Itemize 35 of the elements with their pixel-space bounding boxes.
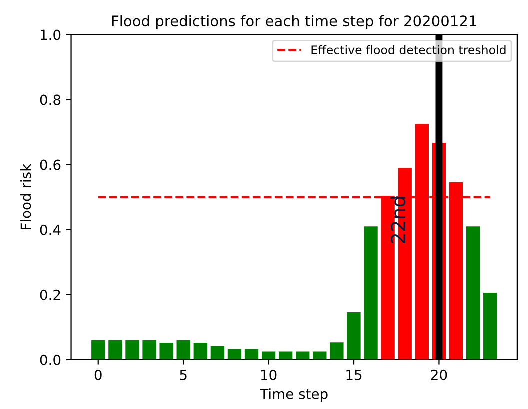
x-tick-label: 15 <box>346 370 362 380</box>
bar <box>142 340 156 360</box>
bar <box>228 349 242 360</box>
bar <box>244 349 259 360</box>
x-tick-label: 0 <box>94 370 102 380</box>
bar <box>176 340 190 360</box>
x-tick-label: 20 <box>431 370 448 380</box>
x-axis-title: Time step <box>260 388 328 402</box>
ref-line-label: 22nd <box>390 197 406 244</box>
y-tick-label: 0.4 <box>40 224 61 236</box>
x-tick-label: 5 <box>180 370 187 380</box>
bar <box>296 352 310 360</box>
y-tick-label: 0.8 <box>40 94 61 106</box>
bar <box>313 352 327 360</box>
bar <box>210 346 224 360</box>
y-tick-label: 0.6 <box>40 160 61 170</box>
bar <box>108 340 122 360</box>
y-tick-label: 0.2 <box>40 290 60 300</box>
bar <box>466 226 480 360</box>
bar <box>194 343 208 360</box>
legend-label: Effective flood detection treshold <box>312 45 506 55</box>
y-axis-title: Flood risk <box>20 164 32 230</box>
bar <box>279 352 293 360</box>
bar <box>484 292 498 360</box>
x-tick-label: 10 <box>261 370 277 380</box>
y-tick-label: 1.0 <box>40 30 61 40</box>
bar <box>364 226 378 360</box>
bar <box>92 340 106 360</box>
bar <box>126 340 140 360</box>
bar <box>160 343 174 360</box>
bar <box>262 352 276 360</box>
bar <box>330 342 344 360</box>
chart-title: Flood predictions for each time step for 20200121 <box>112 15 476 30</box>
y-tick-label: 0.0 <box>40 354 61 366</box>
bar <box>347 312 361 360</box>
